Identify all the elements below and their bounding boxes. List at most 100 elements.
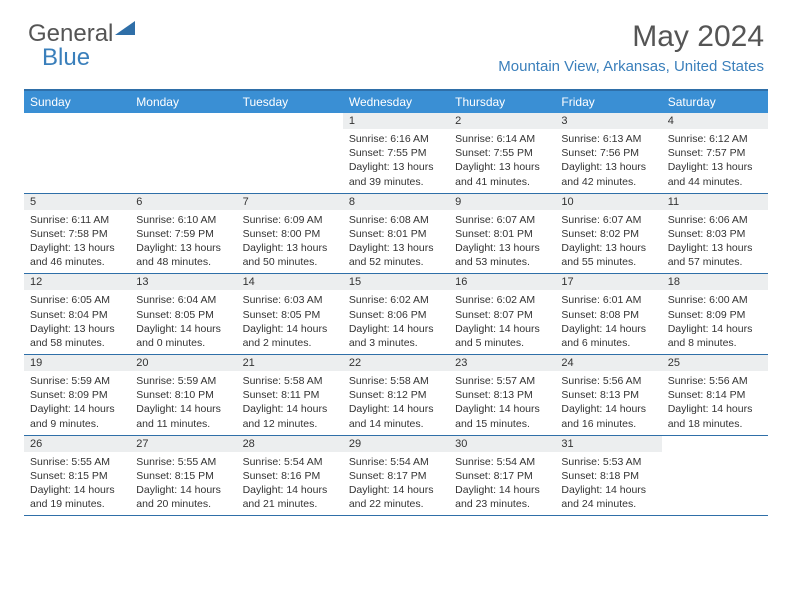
sunset: Sunset: 8:13 PM [561,388,655,402]
day-details: Sunrise: 5:58 AMSunset: 8:12 PMDaylight:… [343,371,449,435]
sunset: Sunset: 7:59 PM [136,227,230,241]
sunrise: Sunrise: 6:11 AM [30,213,124,227]
daylight: Daylight: 13 hours and 44 minutes. [668,160,762,188]
sunrise: Sunrise: 6:08 AM [349,213,443,227]
day-cell: 16Sunrise: 6:02 AMSunset: 8:07 PMDayligh… [449,274,555,354]
logo-part2: Blue [42,44,90,72]
empty-cell: . [662,436,768,516]
daylight: Daylight: 14 hours and 11 minutes. [136,402,230,430]
sunrise: Sunrise: 6:07 AM [455,213,549,227]
daylight: Daylight: 14 hours and 2 minutes. [243,322,337,350]
day-cell: 11Sunrise: 6:06 AMSunset: 8:03 PMDayligh… [662,194,768,274]
daylight: Daylight: 14 hours and 22 minutes. [349,483,443,511]
day-number: 4 [662,113,768,129]
sunset: Sunset: 8:09 PM [30,388,124,402]
weekday-saturday: Saturday [662,91,768,113]
day-details: Sunrise: 6:03 AMSunset: 8:05 PMDaylight:… [237,290,343,354]
day-cell: 15Sunrise: 6:02 AMSunset: 8:06 PMDayligh… [343,274,449,354]
day-details: Sunrise: 6:02 AMSunset: 8:07 PMDaylight:… [449,290,555,354]
sunrise: Sunrise: 6:00 AM [668,293,762,307]
day-details: Sunrise: 6:01 AMSunset: 8:08 PMDaylight:… [555,290,661,354]
day-number: 2 [449,113,555,129]
day-number: 7 [237,194,343,210]
sunrise: Sunrise: 5:59 AM [136,374,230,388]
day-cell: 23Sunrise: 5:57 AMSunset: 8:13 PMDayligh… [449,355,555,435]
day-cell: 28Sunrise: 5:54 AMSunset: 8:16 PMDayligh… [237,436,343,516]
daylight: Daylight: 13 hours and 52 minutes. [349,241,443,269]
sunset: Sunset: 8:08 PM [561,308,655,322]
day-number: 11 [662,194,768,210]
weekday-tuesday: Tuesday [237,91,343,113]
sunrise: Sunrise: 5:53 AM [561,455,655,469]
week-row: 5Sunrise: 6:11 AMSunset: 7:58 PMDaylight… [24,194,768,275]
sunset: Sunset: 8:06 PM [349,308,443,322]
day-number: 5 [24,194,130,210]
day-cell: 29Sunrise: 5:54 AMSunset: 8:17 PMDayligh… [343,436,449,516]
day-details: Sunrise: 6:08 AMSunset: 8:01 PMDaylight:… [343,210,449,274]
sunrise: Sunrise: 6:12 AM [668,132,762,146]
sunset: Sunset: 7:55 PM [455,146,549,160]
daylight: Daylight: 14 hours and 8 minutes. [668,322,762,350]
sunset: Sunset: 8:15 PM [136,469,230,483]
day-cell: 5Sunrise: 6:11 AMSunset: 7:58 PMDaylight… [24,194,130,274]
daylight: Daylight: 14 hours and 20 minutes. [136,483,230,511]
daylight: Daylight: 13 hours and 50 minutes. [243,241,337,269]
day-details: Sunrise: 6:16 AMSunset: 7:55 PMDaylight:… [343,129,449,193]
weekday-sunday: Sunday [24,91,130,113]
day-cell: 19Sunrise: 5:59 AMSunset: 8:09 PMDayligh… [24,355,130,435]
day-number: 13 [130,274,236,290]
sunrise: Sunrise: 5:55 AM [30,455,124,469]
sunset: Sunset: 8:16 PM [243,469,337,483]
day-details: Sunrise: 5:59 AMSunset: 8:09 PMDaylight:… [24,371,130,435]
header: General May 2024 Mountain View, Arkansas… [0,0,792,81]
day-cell: 21Sunrise: 5:58 AMSunset: 8:11 PMDayligh… [237,355,343,435]
sunset: Sunset: 8:05 PM [136,308,230,322]
week-row: 12Sunrise: 6:05 AMSunset: 8:04 PMDayligh… [24,274,768,355]
sunset: Sunset: 7:58 PM [30,227,124,241]
day-details: Sunrise: 5:56 AMSunset: 8:14 PMDaylight:… [662,371,768,435]
weeks: ...1Sunrise: 6:16 AMSunset: 7:55 PMDayli… [24,113,768,516]
daylight: Daylight: 14 hours and 9 minutes. [30,402,124,430]
daylight: Daylight: 13 hours and 58 minutes. [30,322,124,350]
day-number: 6 [130,194,236,210]
day-details: Sunrise: 5:56 AMSunset: 8:13 PMDaylight:… [555,371,661,435]
day-details: Sunrise: 5:53 AMSunset: 8:18 PMDaylight:… [555,452,661,516]
day-details: Sunrise: 6:07 AMSunset: 8:02 PMDaylight:… [555,210,661,274]
day-details: Sunrise: 6:09 AMSunset: 8:00 PMDaylight:… [237,210,343,274]
daylight: Daylight: 14 hours and 24 minutes. [561,483,655,511]
day-number: 15 [343,274,449,290]
sunset: Sunset: 8:14 PM [668,388,762,402]
weekday-header: SundayMondayTuesdayWednesdayThursdayFrid… [24,91,768,113]
day-details: Sunrise: 6:11 AMSunset: 7:58 PMDaylight:… [24,210,130,274]
day-cell: 17Sunrise: 6:01 AMSunset: 8:08 PMDayligh… [555,274,661,354]
sunrise: Sunrise: 6:13 AM [561,132,655,146]
sunrise: Sunrise: 6:06 AM [668,213,762,227]
day-details: Sunrise: 5:54 AMSunset: 8:17 PMDaylight:… [449,452,555,516]
daylight: Daylight: 13 hours and 55 minutes. [561,241,655,269]
day-number: 1 [343,113,449,129]
week-row: ...1Sunrise: 6:16 AMSunset: 7:55 PMDayli… [24,113,768,194]
daylight: Daylight: 14 hours and 14 minutes. [349,402,443,430]
day-details: Sunrise: 5:55 AMSunset: 8:15 PMDaylight:… [130,452,236,516]
sunset: Sunset: 8:07 PM [455,308,549,322]
day-number: 10 [555,194,661,210]
day-cell: 25Sunrise: 5:56 AMSunset: 8:14 PMDayligh… [662,355,768,435]
week-row: 19Sunrise: 5:59 AMSunset: 8:09 PMDayligh… [24,355,768,436]
sunset: Sunset: 8:01 PM [349,227,443,241]
sunset: Sunset: 8:11 PM [243,388,337,402]
daylight: Daylight: 13 hours and 42 minutes. [561,160,655,188]
day-number: 24 [555,355,661,371]
weekday-monday: Monday [130,91,236,113]
day-number: 25 [662,355,768,371]
day-cell: 18Sunrise: 6:00 AMSunset: 8:09 PMDayligh… [662,274,768,354]
day-details: Sunrise: 6:04 AMSunset: 8:05 PMDaylight:… [130,290,236,354]
sunrise: Sunrise: 6:02 AM [455,293,549,307]
day-cell: 13Sunrise: 6:04 AMSunset: 8:05 PMDayligh… [130,274,236,354]
day-number: 9 [449,194,555,210]
day-number: 31 [555,436,661,452]
sunrise: Sunrise: 5:59 AM [30,374,124,388]
day-cell: 1Sunrise: 6:16 AMSunset: 7:55 PMDaylight… [343,113,449,193]
sunrise: Sunrise: 6:03 AM [243,293,337,307]
daylight: Daylight: 14 hours and 23 minutes. [455,483,549,511]
day-details: Sunrise: 6:14 AMSunset: 7:55 PMDaylight:… [449,129,555,193]
